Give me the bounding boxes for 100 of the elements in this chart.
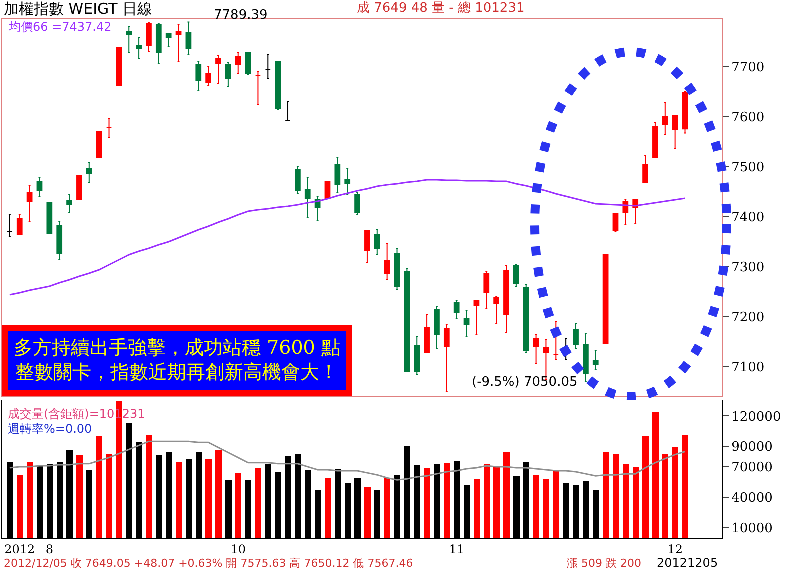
- bar: [543, 479, 549, 538]
- x-tick-label: 12: [668, 542, 683, 556]
- candlestick: [196, 61, 202, 92]
- candlestick: [116, 47, 122, 86]
- candlestick: [334, 157, 341, 193]
- candlestick: [66, 194, 72, 213]
- bar: [682, 435, 688, 538]
- bar: [235, 473, 241, 538]
- y-tick-label: 40000: [732, 490, 773, 506]
- x-tick-label: 8: [46, 542, 54, 556]
- candlestick: [364, 230, 370, 263]
- candlestick: [126, 26, 132, 53]
- chart-title: 加權指數 WEIGT 日線: [4, 0, 153, 18]
- candlestick: [354, 192, 360, 216]
- candlestick: [404, 268, 410, 372]
- candlestick: [176, 24, 182, 62]
- text: 20121205: [657, 556, 718, 570]
- candlestick: [474, 300, 480, 336]
- bar: [444, 463, 450, 538]
- candlestick: [454, 300, 460, 319]
- candlestick: [76, 176, 82, 200]
- candlestick: [96, 131, 102, 158]
- bar: [652, 412, 659, 538]
- candlestick: [235, 52, 242, 74]
- bar: [642, 436, 649, 538]
- bar: [623, 464, 629, 538]
- candlestick: [245, 52, 252, 76]
- candlestick: [494, 296, 500, 324]
- bar: [603, 452, 609, 538]
- candlestick: [612, 213, 619, 232]
- text: 均價66 =7437.42: [8, 20, 112, 34]
- line-series: [9, 440, 686, 481]
- candlestick: [186, 22, 192, 56]
- candlestick: [583, 334, 589, 382]
- candlestick: [16, 214, 23, 236]
- candlestick: [662, 102, 668, 136]
- y-tick-label: 10000: [732, 521, 773, 536]
- candlestick: [206, 66, 212, 86]
- bar: [424, 468, 430, 538]
- candlestick: [344, 168, 351, 195]
- y-tick-label: 70000: [732, 460, 773, 476]
- bar: [96, 436, 102, 538]
- candlestick: [523, 284, 530, 354]
- annotation: 7789.39: [214, 8, 268, 23]
- candlestick: [573, 324, 579, 349]
- candlestick: [513, 264, 520, 287]
- candlestick: [26, 186, 33, 222]
- bar: [672, 447, 678, 538]
- candlestick: [275, 62, 282, 110]
- y-tick-label: 7300: [732, 260, 765, 276]
- candlestick: [464, 310, 470, 337]
- candlestick: [672, 116, 678, 149]
- annotation: 多方持續出手強擊，成功站穩 7600 點整數關卡，指數近期再創新高機會大！: [14, 337, 340, 384]
- candlestick: [46, 202, 53, 234]
- bar: [503, 452, 510, 538]
- y-tick-label: 7700: [732, 60, 765, 76]
- candlestick: [592, 350, 599, 370]
- text: 漲 509 跌 200: [567, 557, 642, 570]
- bar: [205, 459, 212, 538]
- candlestick: [36, 177, 43, 197]
- candlestick: [255, 71, 262, 106]
- candlestick: [285, 101, 291, 121]
- candlestick: [136, 37, 142, 59]
- bar: [662, 454, 668, 538]
- candlestick: [414, 336, 420, 375]
- candlestick: [216, 56, 222, 84]
- y-tick-label: 120000: [732, 410, 782, 425]
- y-tick-label: 7500: [732, 160, 765, 176]
- annotation: (-9.5%) 7050.05: [472, 375, 578, 390]
- candlestick: [265, 54, 272, 79]
- bar: [633, 467, 639, 538]
- candlestick: [622, 199, 629, 226]
- bar: [146, 435, 152, 538]
- bar: [176, 462, 182, 538]
- bar: [215, 450, 222, 538]
- annotation: 週轉率%=0.00: [8, 422, 92, 436]
- candlestick: [304, 177, 311, 218]
- bar: [106, 454, 112, 538]
- candlestick: [602, 254, 609, 344]
- candlestick: [106, 118, 112, 138]
- candlestick: [295, 166, 301, 194]
- bar: [613, 454, 619, 538]
- y-tick-label: 7200: [732, 310, 765, 326]
- bar: [474, 479, 480, 538]
- candlestick: [394, 248, 400, 290]
- bar: [533, 475, 539, 538]
- bar: [17, 475, 23, 538]
- candlestick: [225, 62, 232, 87]
- bar: [484, 464, 490, 538]
- candlestick: [56, 221, 63, 260]
- bar: [76, 455, 83, 538]
- candlestick: [86, 162, 92, 183]
- candlestick: [7, 214, 13, 237]
- candlestick: [504, 266, 510, 333]
- candlestick: [444, 324, 450, 392]
- candlestick: [682, 91, 688, 134]
- x-tick-label: 2012: [4, 542, 36, 556]
- candlestick: [424, 314, 430, 353]
- bar: [493, 467, 500, 538]
- candlestick: [652, 122, 658, 158]
